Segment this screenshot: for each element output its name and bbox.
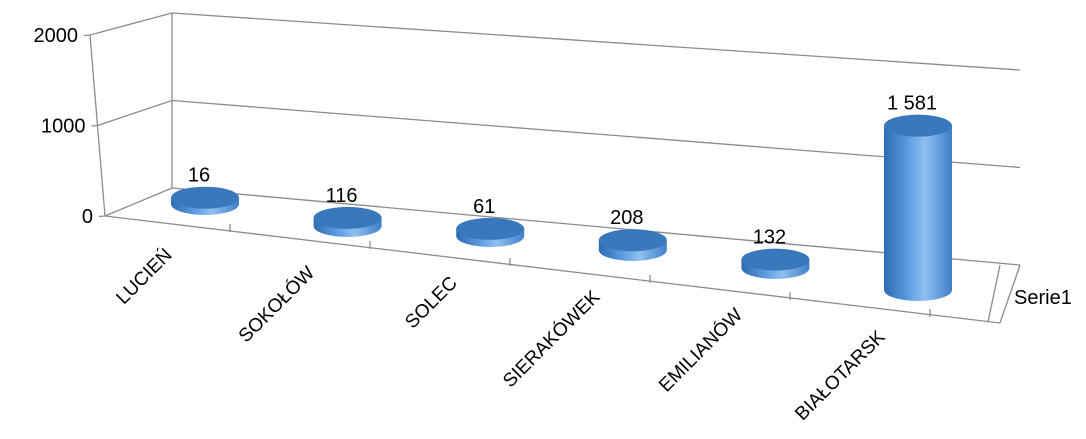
data-label: 16: [188, 165, 210, 187]
category-label: EMILIANÓW: [654, 304, 746, 396]
bar-top: [741, 248, 810, 271]
category-label: LUCIEŃ: [112, 245, 176, 309]
bar-top: [313, 206, 382, 229]
y-tick: [91, 124, 98, 127]
gridline-side: [104, 187, 173, 217]
depth-axis-line: [987, 264, 1001, 323]
series-axis-label: Serie1: [1014, 287, 1072, 309]
bar-top: [456, 217, 525, 240]
bars: [171, 114, 952, 301]
bar: [456, 217, 525, 247]
bar-top: [884, 114, 952, 137]
y-tick-label: 2000: [34, 25, 79, 47]
gridline: [171, 99, 1021, 169]
bar-top: [171, 186, 239, 209]
y-tick: [98, 215, 106, 218]
category-label: BIAŁOTARSK: [791, 326, 889, 424]
y-tick-label: 1000: [41, 116, 86, 138]
bar-body: [884, 125, 952, 301]
data-label: 61: [473, 196, 495, 218]
bar: [313, 206, 382, 238]
category-label: SOLEC: [401, 273, 461, 333]
bar: [171, 186, 239, 215]
bar: [741, 248, 810, 280]
floor-right-edge: [999, 264, 1021, 324]
chart-walls: [89, 12, 1021, 324]
category-axis: LUCIEŃ SOKOŁÓW SOLEC SIERAKÓWEK EMILIANÓW BIA…: [112, 224, 931, 425]
gridline-side: [97, 99, 173, 127]
bar: [884, 114, 952, 301]
data-label: 1 581: [887, 93, 937, 115]
y-axis: 0 1000 2000: [34, 25, 106, 228]
gridline: [171, 12, 1021, 71]
data-label: 132: [753, 227, 786, 249]
gridline: [171, 187, 1021, 266]
bar: [598, 229, 667, 261]
data-label: 208: [610, 207, 643, 229]
category-label: SIERAKÓWEK: [498, 286, 604, 392]
y-tick-label: 0: [82, 206, 93, 228]
gridline-side: [89, 12, 173, 36]
y-tick: [83, 34, 91, 37]
category-label: SOKOŁÓW: [234, 262, 319, 347]
x-axis-line: [104, 215, 1001, 324]
bar-top: [598, 229, 667, 252]
data-labels: 16 116 61 208 132 1 581: [188, 93, 937, 249]
data-label: 116: [326, 185, 358, 207]
